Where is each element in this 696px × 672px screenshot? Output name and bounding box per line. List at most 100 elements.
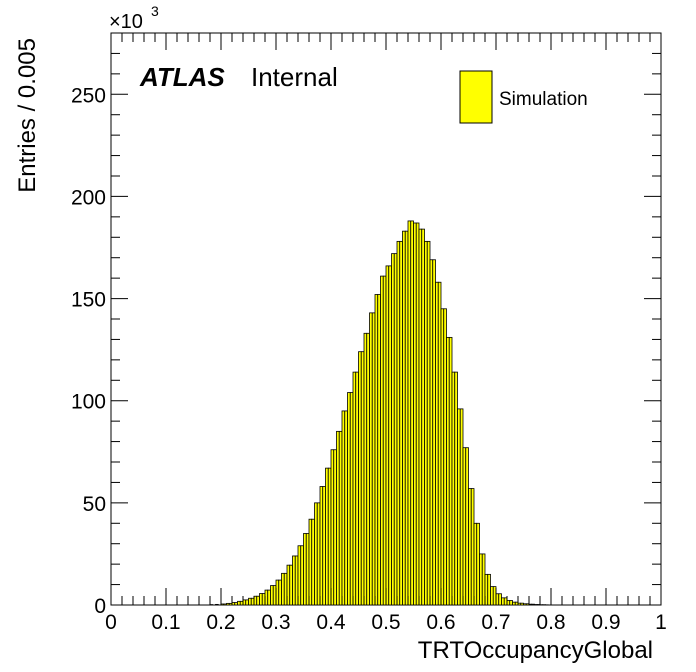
histogram-bar <box>245 599 249 606</box>
x-tick-label: 0 <box>105 611 117 634</box>
histogram-bar <box>344 410 348 606</box>
histogram-bar <box>355 371 359 606</box>
histogram-bar <box>369 312 373 606</box>
histogram-bar <box>349 392 354 606</box>
histogram-bar <box>385 265 390 606</box>
histogram-bar <box>322 486 326 606</box>
histogram-bar <box>327 467 332 606</box>
histogram-bar <box>366 332 370 606</box>
x-tick-label: 0.1 <box>151 611 180 634</box>
histogram-bar <box>462 447 467 606</box>
histogram-bar <box>311 518 315 606</box>
histogram-bar <box>531 603 535 606</box>
x-tick-label: 1 <box>655 611 667 634</box>
histogram-bar <box>292 555 296 606</box>
x-tick-label: 0.6 <box>426 611 455 634</box>
histogram-bar <box>402 230 406 606</box>
x-axis-title: TRTOccupancyGlobal <box>418 637 653 664</box>
x-tick-label: 0.3 <box>261 611 290 634</box>
histogram-bars <box>209 220 549 606</box>
histogram-bar <box>459 408 464 606</box>
histogram-bar <box>435 281 439 606</box>
histogram-bar <box>223 603 227 606</box>
x-tick-label: 0.8 <box>536 611 565 634</box>
histogram-bar <box>259 593 263 606</box>
histogram-bar <box>352 371 357 606</box>
histogram-bar <box>226 602 230 606</box>
histogram-bar <box>465 447 469 606</box>
histogram-bar <box>336 430 340 606</box>
histogram-bar <box>371 312 376 606</box>
histogram-bar <box>341 410 346 606</box>
histogram-bar <box>451 371 456 606</box>
histogram-bar <box>325 467 329 606</box>
histogram-bar <box>479 553 483 606</box>
histogram-bar <box>520 602 524 606</box>
histogram-bar <box>443 308 447 606</box>
histogram-bar <box>498 593 502 606</box>
histogram-bar <box>393 253 398 606</box>
histogram-bar <box>358 351 362 606</box>
x-tick-label: 0.2 <box>206 611 235 634</box>
histogram-bar <box>270 585 274 606</box>
histogram-bar <box>426 240 431 606</box>
histogram-bar <box>457 408 461 606</box>
histogram-bar <box>446 336 450 606</box>
histogram-bar <box>391 253 395 606</box>
histogram-bar <box>333 449 337 606</box>
histogram-bar <box>490 586 494 606</box>
histogram-bar <box>256 595 260 606</box>
histogram-bar <box>330 449 335 606</box>
histogram-bar <box>377 294 381 606</box>
histogram-bar <box>316 502 321 606</box>
histogram-bar <box>360 351 365 606</box>
histogram-bar <box>338 430 343 606</box>
histogram-bar <box>319 486 324 606</box>
histogram-bar <box>248 597 252 606</box>
histogram-bar <box>454 371 458 606</box>
internal-label: Internal <box>251 62 338 92</box>
histogram-bar <box>289 564 293 606</box>
histogram-bar <box>487 573 491 606</box>
y-tick-label: 200 <box>71 186 106 209</box>
axis-ticks <box>110 32 662 606</box>
legend-swatch-simulation <box>459 70 493 124</box>
histogram-bar <box>509 600 513 606</box>
x-tick-label: 0.7 <box>481 611 510 634</box>
histogram-bar <box>237 600 241 606</box>
y-tick-label: 0 <box>94 595 106 618</box>
histogram-bar <box>523 603 527 606</box>
histogram-bar <box>305 533 310 606</box>
histogram-bar <box>388 265 392 606</box>
histogram-bar <box>468 488 472 606</box>
y-tick-labels: 0 50 100 150 200 250 <box>71 84 106 618</box>
histogram-bar <box>473 522 478 606</box>
y-tick-label: 100 <box>71 391 106 414</box>
histogram-bar <box>437 281 442 606</box>
histogram-bar <box>501 597 505 606</box>
histogram-bar <box>278 579 282 606</box>
histogram-bar <box>363 332 368 606</box>
histogram-bar <box>234 602 238 606</box>
histogram-bar <box>396 240 401 606</box>
histogram-bar <box>440 308 445 606</box>
atlas-label: ATLAS <box>139 62 225 92</box>
x-tick-label: 0.9 <box>591 611 620 634</box>
histogram-bar <box>267 589 271 606</box>
histogram-bar <box>418 228 423 606</box>
histogram-bar <box>470 488 475 606</box>
legend-label-simulation: Simulation <box>499 89 588 110</box>
histogram-bar <box>432 259 436 606</box>
histogram-bar <box>429 259 434 606</box>
x-tick-labels: 0 0.1 0.2 0.3 0.4 0.5 0.6 0.7 0.8 0.9 1 <box>105 611 667 634</box>
histogram-bar <box>415 222 420 606</box>
y-tick-label: 50 <box>83 493 106 516</box>
histogram-bar <box>300 545 304 606</box>
histogram-bar <box>303 533 307 606</box>
histogram-bar <box>347 392 351 606</box>
histogram-bar <box>448 336 453 606</box>
x-tick-label: 0.4 <box>316 611 346 634</box>
x-tick-label: 0.5 <box>371 611 400 634</box>
histogram-bar <box>476 522 480 606</box>
